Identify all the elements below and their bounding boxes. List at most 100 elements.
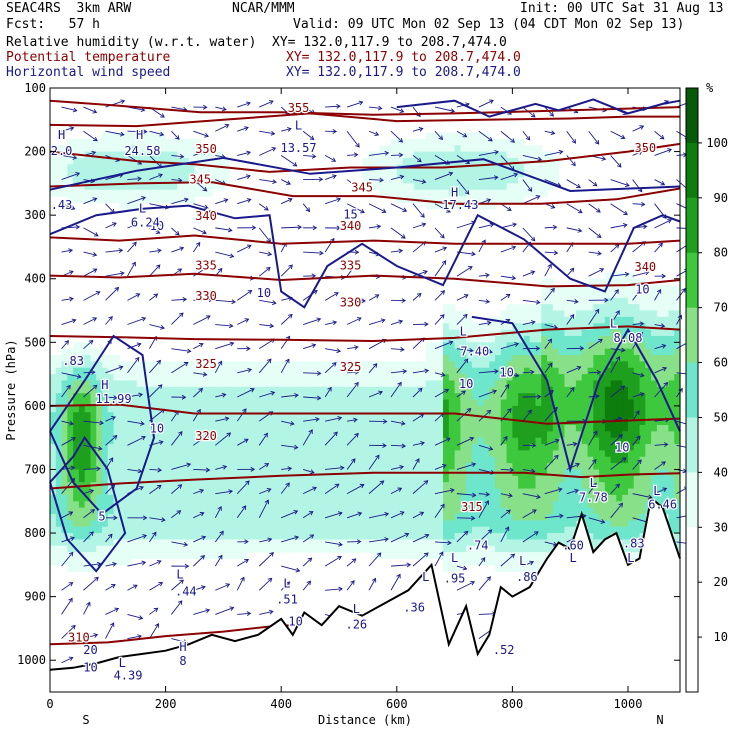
rh-cell [443, 412, 450, 420]
rh-cell [500, 482, 508, 490]
rh-cell [483, 539, 490, 547]
rh-cell [142, 189, 149, 197]
rh-cell [321, 539, 329, 547]
rh-cell [344, 437, 352, 445]
rh-cell [182, 189, 190, 197]
rh-cell [154, 151, 161, 159]
rh-cell [55, 151, 63, 159]
wind-vector [303, 372, 321, 374]
rh-cell [645, 355, 652, 362]
rh-cell [408, 399, 415, 407]
rh-cell [599, 310, 606, 318]
rh-cell [610, 437, 618, 445]
rh-cell [78, 513, 86, 521]
rh-cell [460, 450, 467, 458]
wind-vector-head [179, 579, 185, 584]
rh-cell [437, 189, 444, 197]
rh-cell [564, 437, 571, 445]
rh-cell [495, 386, 502, 394]
rh-cell [495, 157, 502, 165]
rh-cell [182, 380, 190, 388]
wind-vector [215, 124, 229, 132]
rh-cell [275, 526, 282, 534]
rh-cell [414, 437, 421, 445]
rh-cell [437, 361, 444, 369]
rh-cell [570, 335, 577, 343]
rh-cell [541, 310, 548, 318]
rh-cell [107, 374, 115, 382]
rh-cell [662, 418, 670, 426]
rh-cell [113, 482, 120, 490]
rh-cell [437, 424, 444, 432]
rh-cell [240, 513, 248, 521]
rh-cell [477, 526, 485, 534]
wind-vector [61, 625, 76, 639]
rh-cell [408, 437, 415, 445]
rh-cell [575, 323, 583, 331]
wind-vector [171, 247, 184, 253]
rh-cell [500, 552, 508, 560]
rh-cell [570, 329, 577, 337]
rh-cell [627, 437, 635, 445]
rh-cell [604, 507, 612, 515]
rh-cell [373, 444, 381, 451]
wind-vector [193, 586, 206, 591]
wind-vector [302, 487, 317, 495]
wind-vector-head [92, 252, 98, 257]
rh-cell [373, 177, 381, 184]
rh-cell [119, 202, 126, 210]
rh-cell [229, 418, 236, 426]
rh-cell [414, 501, 421, 509]
rh-cell [616, 393, 623, 401]
rh-cell [627, 367, 635, 375]
rh-cell [443, 463, 450, 471]
rh-cell [206, 418, 213, 426]
rh-cell [102, 545, 109, 553]
rh-cell [367, 399, 375, 407]
rh-cell [645, 456, 652, 464]
rh-cell [385, 399, 392, 407]
rh-cell [119, 132, 126, 140]
rh-cell [396, 494, 404, 502]
rh-cell [651, 285, 658, 293]
wind-vector-head [242, 408, 247, 414]
wind-vector [127, 223, 138, 229]
rh-cell [448, 355, 456, 362]
rh-cell [431, 424, 438, 432]
rh-cell [102, 418, 109, 426]
wind-vector-head [154, 623, 160, 628]
rh-cell [246, 520, 253, 528]
rh-cell [304, 501, 311, 509]
rh-cell [61, 552, 68, 560]
rh-cell [402, 393, 409, 401]
rh-cell [587, 285, 594, 293]
rh-cell [558, 329, 566, 337]
rh-cell [217, 424, 224, 432]
rh-cell [373, 501, 381, 509]
rh-cell [500, 488, 508, 496]
rh-cell [177, 520, 184, 528]
rh-cell [385, 151, 392, 159]
rh-cell [61, 501, 68, 509]
rh-cell [350, 367, 357, 375]
rh-cell [466, 444, 473, 451]
rh-cell [298, 545, 305, 553]
rh-cell [500, 316, 508, 324]
wind-vector [258, 358, 272, 374]
rh-cell [67, 526, 74, 534]
rh-cell [379, 450, 386, 458]
rh-cell [466, 189, 473, 197]
rh-cell [402, 374, 409, 382]
rh-cell [674, 355, 681, 362]
wind-vector-head [287, 127, 292, 132]
rh-cell [483, 482, 490, 490]
rh-cell [593, 291, 600, 299]
rh-cell [558, 501, 566, 509]
rh-cell [90, 456, 97, 464]
rh-cell [107, 545, 115, 553]
rh-cell [495, 189, 502, 197]
rh-cell [483, 412, 490, 420]
wind-vector-head [312, 486, 317, 492]
rh-cell [50, 482, 57, 490]
rh-cell [570, 475, 577, 483]
